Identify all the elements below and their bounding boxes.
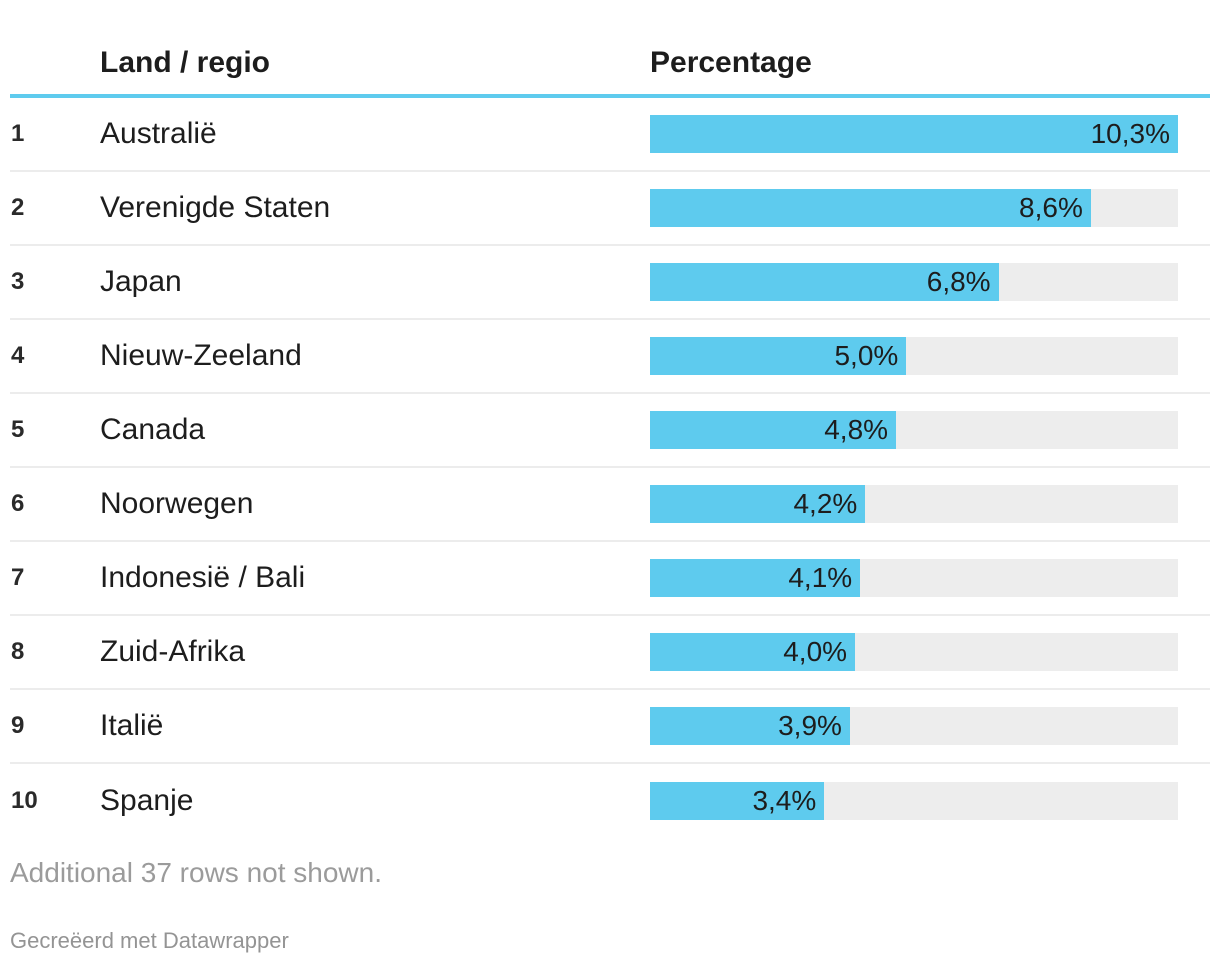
- row-country-label: Japan: [100, 265, 182, 298]
- bar-value-label: 8,6%: [1019, 192, 1083, 223]
- row-rank: 5: [11, 416, 25, 443]
- bar-fill: 3,4%: [650, 782, 825, 820]
- bar-fill: 10,3%: [650, 115, 1178, 153]
- bar-track: 3,4%: [650, 782, 1178, 820]
- bar-value-label: 5,0%: [834, 340, 899, 371]
- datawrapper-attribution: Gecreëerd met Datawrapper: [10, 928, 289, 953]
- bar-value-label: 3,9%: [778, 710, 842, 741]
- row-bar-cell: 3,9%: [650, 707, 1210, 745]
- table-row: 8 Zuid-Afrika 4,0%: [10, 616, 1210, 690]
- row-country-label: Canada: [100, 413, 206, 446]
- row-bar-cell: 4,2%: [650, 485, 1210, 523]
- row-rank: 10: [11, 787, 38, 814]
- row-country-label: Nieuw-Zeeland: [100, 339, 302, 372]
- row-bar-cell: 5,0%: [650, 337, 1210, 375]
- header-land-regio: Land / regio: [100, 46, 271, 79]
- row-rank: 2: [11, 194, 25, 221]
- table-row: 10 Spanje 3,4%: [10, 764, 1210, 838]
- table-header-row: Land / regio Percentage: [10, 0, 1210, 98]
- row-bar-cell: 4,0%: [650, 633, 1210, 671]
- row-rank: 9: [11, 712, 25, 739]
- row-bar-cell: 10,3%: [650, 115, 1210, 153]
- bar-value-label: 4,2%: [793, 488, 858, 519]
- bar-fill: 6,8%: [650, 263, 999, 301]
- bar-track: 4,0%: [650, 633, 1178, 671]
- bar-track: 3,9%: [650, 707, 1178, 745]
- bar-track: 4,1%: [650, 559, 1178, 597]
- row-bar-cell: 4,8%: [650, 411, 1210, 449]
- bar-value-label: 6,8%: [926, 266, 991, 297]
- row-country-label: Zuid-Afrika: [100, 635, 246, 668]
- row-country-label: Verenigde Staten: [100, 191, 331, 224]
- row-rank: 1: [11, 120, 25, 147]
- row-bar-cell: 3,4%: [650, 782, 1210, 820]
- row-rank: 8: [11, 638, 25, 665]
- table-row: 7 Indonesië / Bali 4,1%: [10, 542, 1210, 616]
- row-rank: 3: [11, 268, 25, 295]
- bar-value-label: 4,8%: [824, 414, 889, 445]
- bar-value-label: 3,4%: [752, 785, 817, 816]
- bar-value-label: 4,0%: [783, 636, 848, 667]
- table-row: 4 Nieuw-Zeeland 5,0%: [10, 320, 1210, 394]
- row-rank: 6: [11, 490, 25, 517]
- table-row: 6 Noorwegen 4,2%: [10, 468, 1210, 542]
- bar-track: 5,0%: [650, 337, 1178, 375]
- row-country-label: Spanje: [100, 784, 194, 817]
- bar-track: 10,3%: [650, 115, 1178, 153]
- bar-fill: 4,0%: [650, 633, 856, 671]
- table-row: 5 Canada 4,8%: [10, 394, 1210, 468]
- table-row: 3 Japan 6,8%: [10, 246, 1210, 320]
- bar-value-label: 10,3%: [1090, 118, 1170, 149]
- bar-fill: 8,6%: [650, 189, 1091, 227]
- header-percentage: Percentage: [650, 46, 812, 79]
- row-rank: 7: [11, 564, 25, 591]
- bar-fill: 3,9%: [650, 707, 850, 745]
- more-rows-note: Additional 37 rows not shown.: [10, 857, 382, 888]
- row-country-label: Italië: [100, 709, 164, 742]
- row-bar-cell: 4,1%: [650, 559, 1210, 597]
- bar-fill: 4,8%: [650, 411, 897, 449]
- table-row: 1 Australië 10,3%: [10, 98, 1210, 172]
- bar-track: 6,8%: [650, 263, 1178, 301]
- row-bar-cell: 6,8%: [650, 263, 1210, 301]
- bar-track: 8,6%: [650, 189, 1178, 227]
- table-body: 1 Australië 10,3% 2 Verenigde Staten 8,6…: [10, 98, 1210, 838]
- bar-value-label: 4,1%: [788, 562, 853, 593]
- bar-fill: 4,2%: [650, 485, 866, 523]
- row-country-label: Noorwegen: [100, 487, 254, 520]
- row-country-label: Indonesië / Bali: [100, 561, 306, 594]
- bar-fill: 4,1%: [650, 559, 861, 597]
- row-country-label: Australië: [100, 117, 217, 150]
- row-rank: 4: [11, 342, 25, 369]
- bar-fill: 5,0%: [650, 337, 907, 375]
- table-row: 9 Italië 3,9%: [10, 690, 1210, 764]
- row-bar-cell: 8,6%: [650, 189, 1210, 227]
- bar-track: 4,8%: [650, 411, 1178, 449]
- bar-track: 4,2%: [650, 485, 1178, 523]
- table-row: 2 Verenigde Staten 8,6%: [10, 172, 1210, 246]
